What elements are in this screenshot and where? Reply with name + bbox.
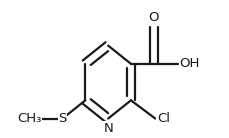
Text: O: O xyxy=(148,11,158,24)
Text: S: S xyxy=(58,112,66,125)
Text: CH₃: CH₃ xyxy=(17,112,41,125)
Text: OH: OH xyxy=(179,57,199,70)
Text: Cl: Cl xyxy=(156,112,169,125)
Text: N: N xyxy=(103,122,112,135)
